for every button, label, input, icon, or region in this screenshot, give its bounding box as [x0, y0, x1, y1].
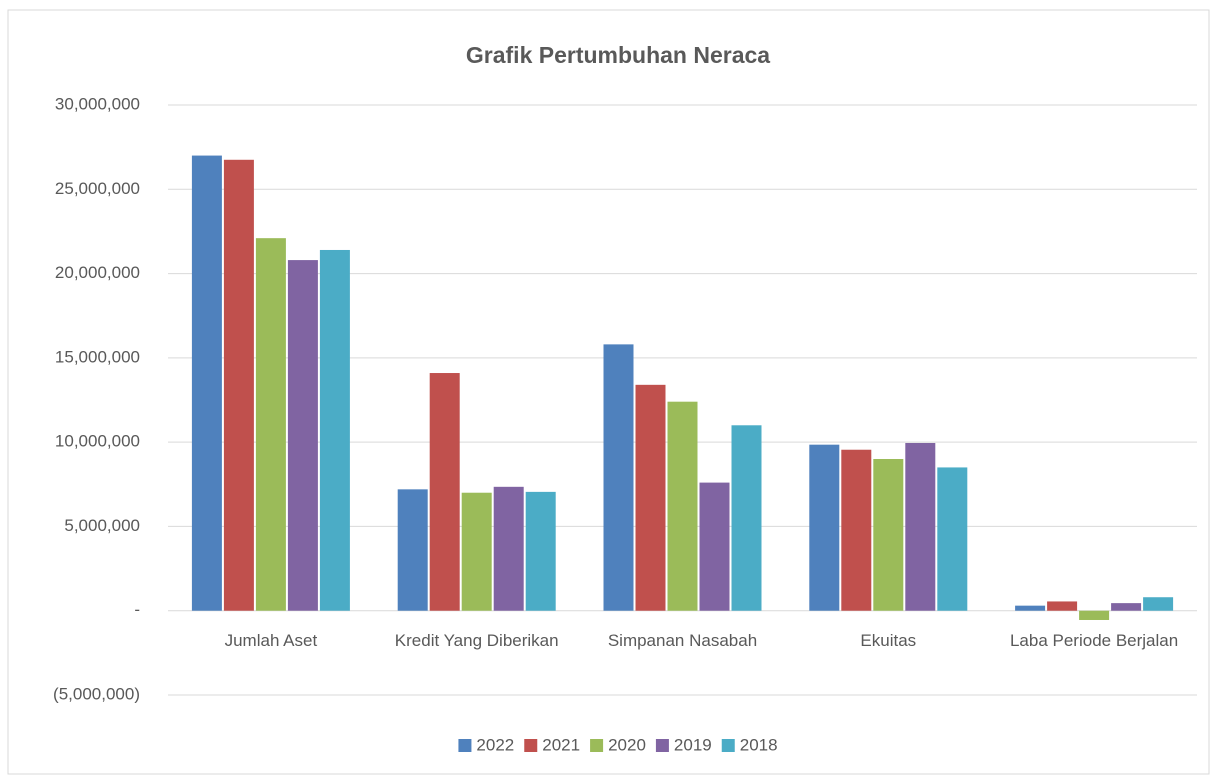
bar [1015, 605, 1046, 611]
y-tick-label: 10,000,000 [55, 432, 140, 451]
legend-swatch [721, 739, 735, 752]
bar [905, 442, 936, 611]
x-tick-label: Kredit Yang Diberikan [395, 631, 559, 650]
legend-swatch [524, 739, 538, 752]
bar [1079, 610, 1110, 620]
bar [319, 249, 350, 611]
y-tick-label: (5,000,000) [53, 684, 140, 703]
x-tick-label: Simpanan Nasabah [608, 631, 757, 650]
bar [223, 159, 254, 611]
bar [397, 489, 428, 611]
legend-swatch [458, 739, 472, 752]
legend-label: 2021 [542, 735, 580, 754]
legend-swatch [590, 739, 604, 752]
x-tick-label: Jumlah Aset [225, 631, 318, 650]
legend-label: 2019 [674, 735, 712, 754]
bar [1047, 601, 1078, 611]
y-tick-label: 5,000,000 [64, 516, 140, 535]
legend-label: 2018 [740, 735, 778, 754]
y-tick-label: 20,000,000 [55, 263, 140, 282]
bar [841, 449, 872, 611]
bar [603, 344, 634, 611]
y-tick-label: 25,000,000 [55, 179, 140, 198]
chart-title: Grafik Pertumbuhan Neraca [466, 42, 770, 68]
bar [937, 467, 968, 611]
bar [667, 401, 698, 611]
bar [1111, 603, 1142, 611]
bar [809, 444, 840, 611]
bar [525, 491, 556, 611]
bar [429, 373, 460, 611]
bar [1143, 597, 1174, 611]
bar [699, 482, 730, 611]
bar [873, 459, 904, 611]
x-tick-label: Laba Periode Berjalan [1010, 631, 1178, 650]
legend-swatch [655, 739, 669, 752]
y-tick-label: 30,000,000 [55, 94, 140, 113]
legend-label: 2020 [608, 735, 646, 754]
x-tick-label: Ekuitas [860, 631, 916, 650]
bar [255, 238, 286, 611]
bar [731, 425, 762, 611]
bar [461, 492, 492, 611]
legend-label: 2022 [476, 735, 514, 754]
bar [635, 384, 666, 611]
y-tick-label: 15,000,000 [55, 347, 140, 366]
bar [493, 486, 524, 611]
bar [191, 155, 222, 611]
y-tick-label: - [134, 600, 140, 619]
bar [287, 260, 318, 611]
